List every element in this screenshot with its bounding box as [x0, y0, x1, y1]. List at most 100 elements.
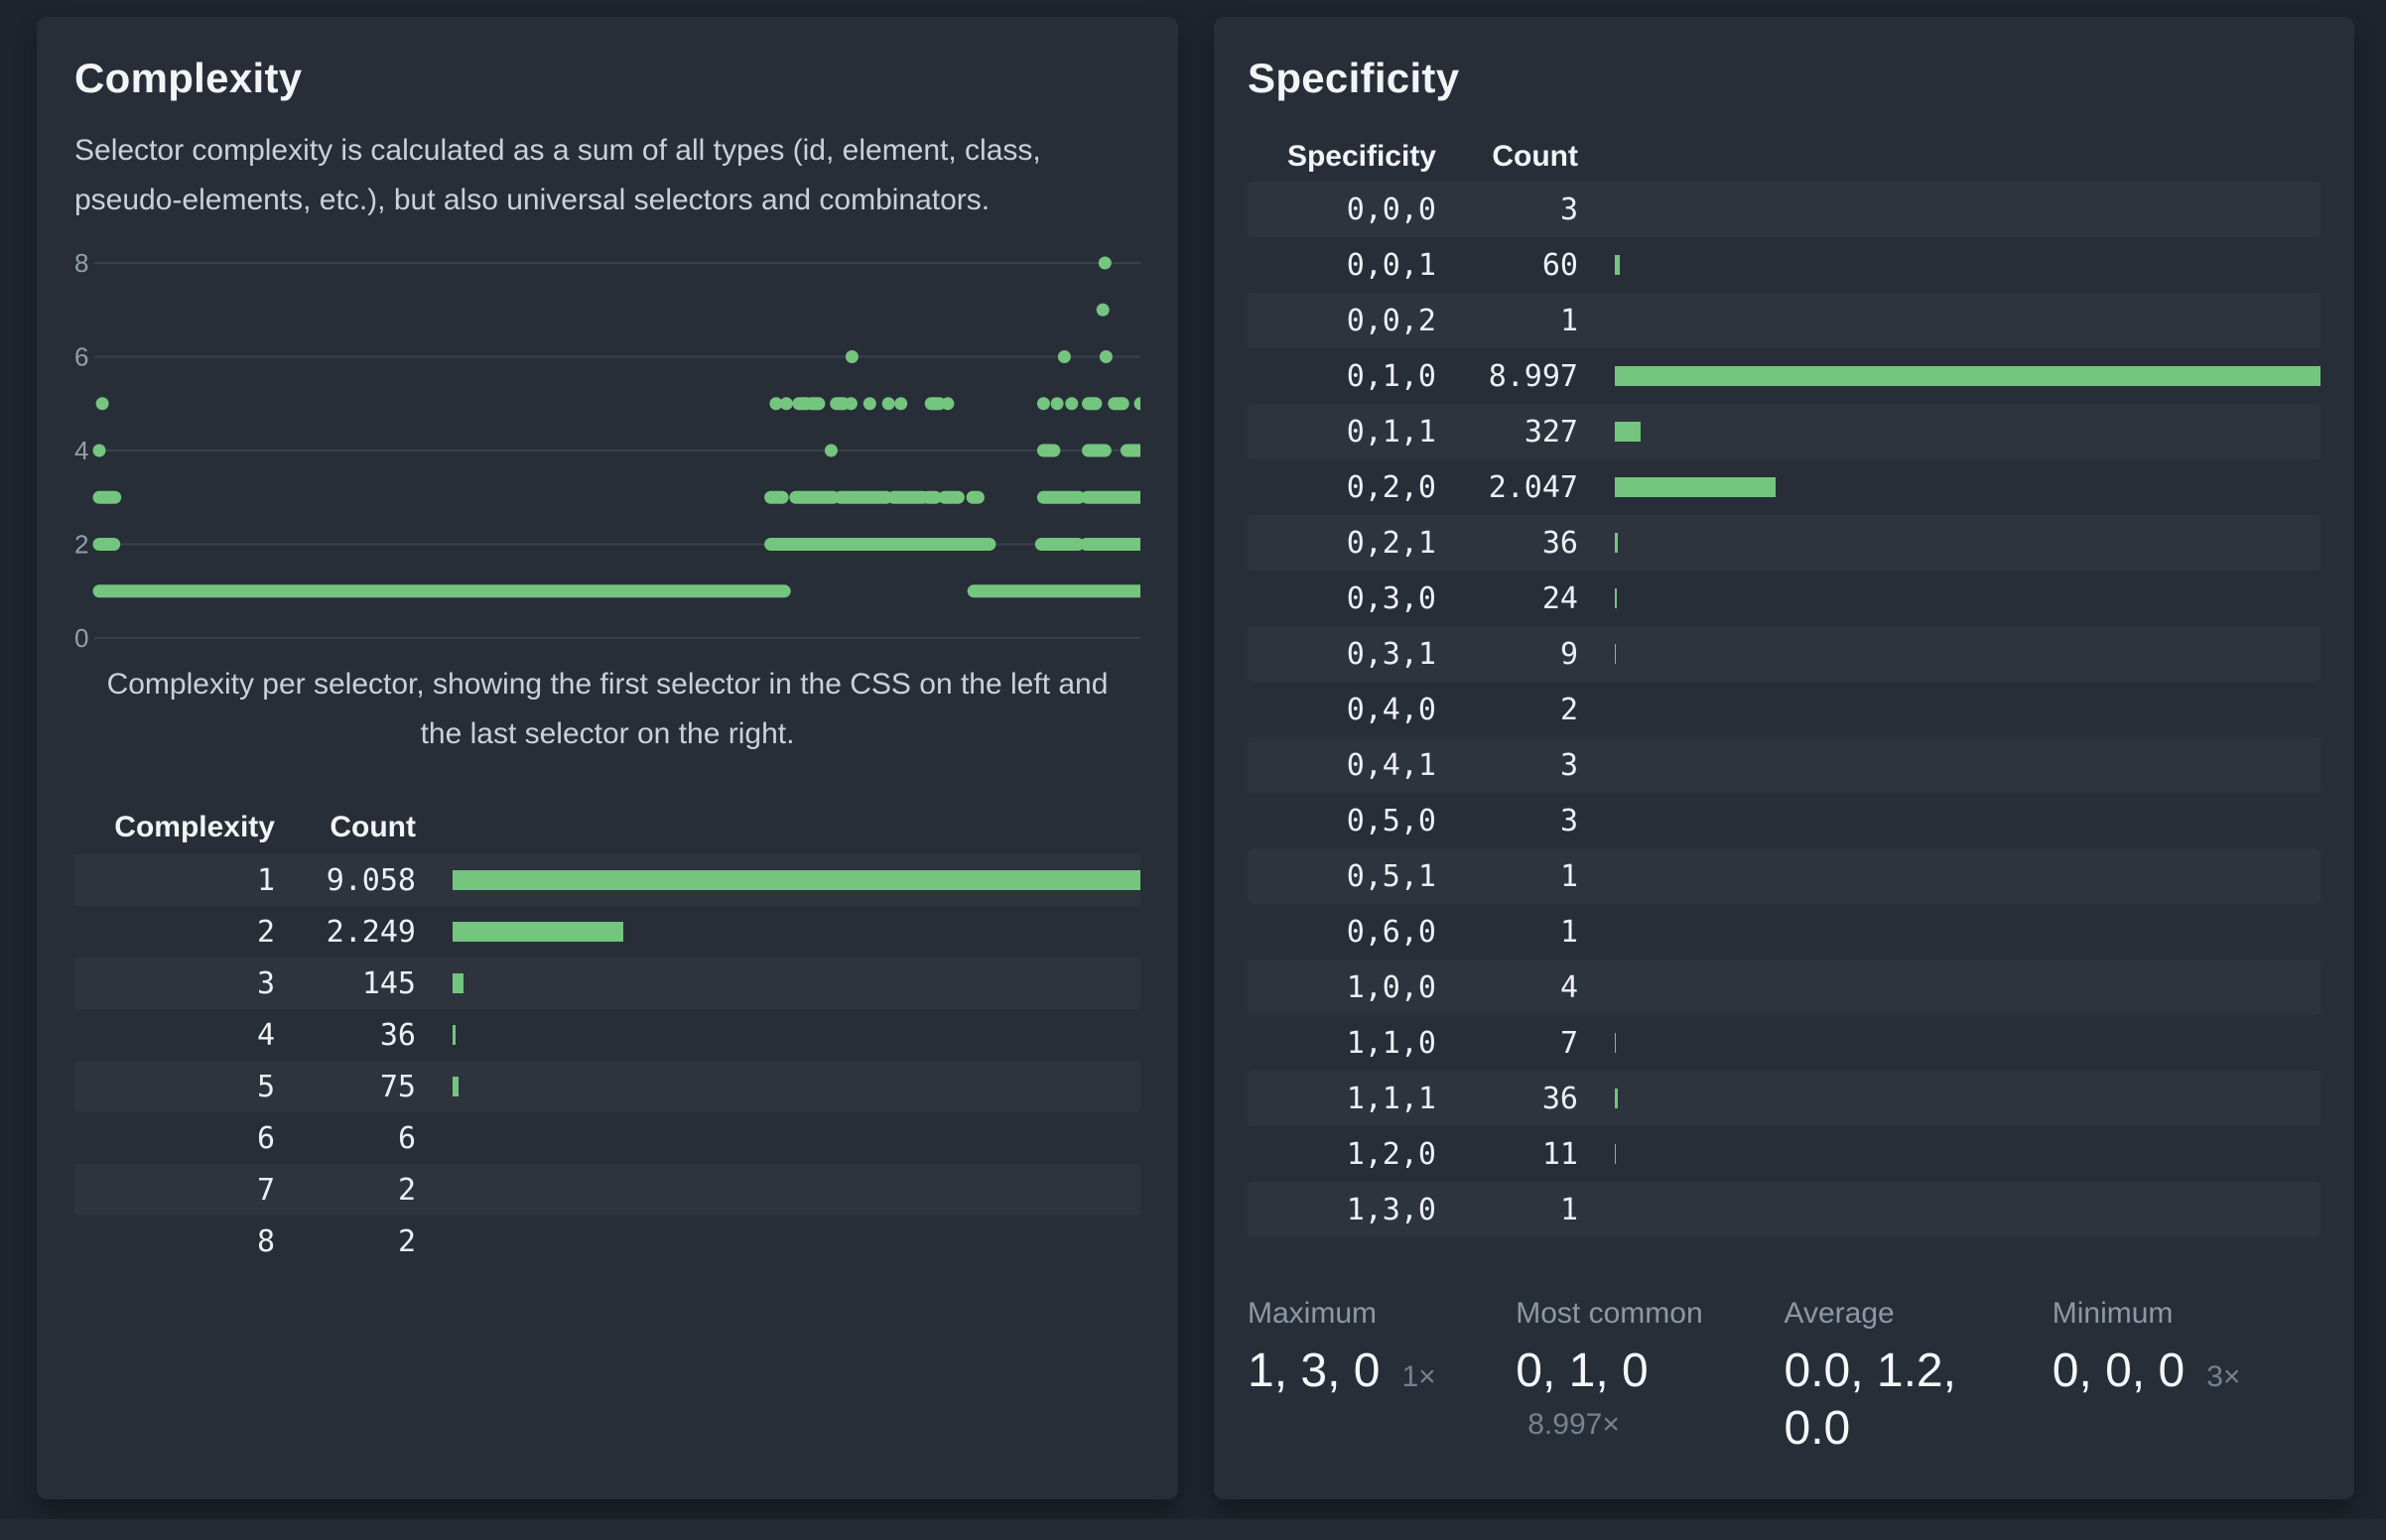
stat-value-row: 0, 1, 0 — [1516, 1343, 1784, 1400]
count-bar — [1615, 477, 1776, 497]
row-category: 1,1,1 — [1346, 1081, 1436, 1116]
stat-value-row: 1, 3, 0 1× — [1248, 1343, 1516, 1400]
specificity-stats: Maximum 1, 3, 0 1× Most common 0, 1, 0 8.997×… — [1248, 1297, 2320, 1458]
row-count: 3 — [1559, 192, 1578, 227]
row-bar-cell — [416, 870, 1140, 890]
dashboard-page: Complexity Selector complexity is calcul… — [37, 17, 2354, 1499]
row-category: 1,2,0 — [1346, 1136, 1436, 1172]
row-category: 1,1,0 — [1346, 1025, 1436, 1061]
specificity-table-header-row: Specificity Count — [1248, 132, 2320, 182]
complexity-scatter-chart: 8 6 4 2 0 — [74, 251, 1140, 650]
row-count: 1 — [1559, 1192, 1578, 1227]
specificity-table-row: 0,1,0 8.997 — [1248, 348, 2320, 404]
row-category: 5 — [256, 1069, 275, 1104]
row-bar-cell — [1578, 1089, 2320, 1108]
specificity-table-row: 1,3,0 1 — [1248, 1182, 2320, 1237]
row-count: 7 — [1559, 1025, 1578, 1061]
row-count: 8.997 — [1488, 358, 1578, 394]
complexity-table-row: 3 145 — [74, 958, 1140, 1009]
count-bar — [1615, 533, 1618, 553]
row-category: 0,2,0 — [1346, 469, 1436, 505]
row-count: 75 — [379, 1069, 416, 1104]
stat-multiplier: 3× — [2206, 1360, 2241, 1393]
specificity-table-row: 0,0,0 3 — [1248, 182, 2320, 237]
row-bar-cell — [1578, 644, 2320, 664]
row-count: 36 — [1541, 525, 1578, 561]
column-header-count: Count — [330, 811, 416, 843]
specificity-table-row: 1,1,0 7 — [1248, 1015, 2320, 1071]
row-count: 1 — [1559, 914, 1578, 950]
row-count: 2.047 — [1488, 469, 1578, 505]
scatter-plot: 8 6 4 2 0 — [74, 251, 1140, 650]
stat-value: 0, 0, 0 — [2052, 1345, 2186, 1397]
specificity-table-row: 0,1,1 327 — [1248, 404, 2320, 459]
row-category: 6 — [256, 1120, 275, 1156]
row-category: 0,1,1 — [1346, 414, 1436, 449]
row-count: 2 — [1559, 692, 1578, 727]
row-count: 1 — [1559, 858, 1578, 894]
specificity-table-rows: 0,0,0 3 0,0,1 60 0,0,2 1 0,1,0 8.997 0,1,1 327 0,2… — [1248, 182, 2320, 1237]
row-count: 36 — [1541, 1081, 1578, 1116]
row-count: 9 — [1559, 636, 1578, 672]
row-bar-cell — [1578, 255, 2320, 275]
row-bar-cell — [1578, 366, 2320, 386]
row-category: 0,1,0 — [1346, 358, 1436, 394]
specificity-table-row: 0,5,0 3 — [1248, 793, 2320, 848]
row-bar-cell — [1578, 588, 2320, 608]
row-category: 0,3,0 — [1346, 580, 1436, 616]
row-count: 6 — [397, 1120, 416, 1156]
row-bar-cell — [416, 1025, 1140, 1045]
specificity-table-row: 0,3,0 24 — [1248, 571, 2320, 626]
stat-label: Average — [1784, 1297, 1895, 1330]
stat-average: Average 0.0, 1.2, 0.0 — [1785, 1297, 2053, 1458]
specificity-table-row: 0,0,2 1 — [1248, 293, 2320, 348]
specificity-table-row: 1,2,0 11 — [1248, 1126, 2320, 1182]
specificity-title: Specificity — [1248, 55, 1460, 101]
specificity-table-row: 0,4,1 3 — [1248, 737, 2320, 793]
y-axis-tick-label: 8 — [74, 251, 88, 278]
stat-label: Maximum — [1248, 1297, 1378, 1330]
stat-value: 0, 1, 0 — [1516, 1345, 1649, 1397]
row-bar-cell — [1578, 422, 2320, 442]
count-bar — [1615, 588, 1617, 608]
count-bar — [1615, 1089, 1618, 1108]
row-category: 1 — [256, 862, 275, 898]
row-bar-cell — [1578, 533, 2320, 553]
row-count: 145 — [361, 965, 416, 1001]
y-axis-tick-label: 6 — [74, 342, 88, 372]
stat-value-row: 0.0, 1.2, 0.0 — [1785, 1343, 2053, 1458]
stat-value: 1, 3, 0 — [1248, 1345, 1381, 1397]
row-count: 1 — [1559, 303, 1578, 338]
row-category: 0,0,0 — [1346, 192, 1436, 227]
row-count: 2 — [397, 1172, 416, 1208]
row-category: 7 — [256, 1172, 275, 1208]
row-count: 36 — [379, 1017, 416, 1053]
count-bar — [1615, 255, 1620, 275]
row-category: 0,4,1 — [1346, 747, 1436, 783]
row-category: 0,6,0 — [1346, 914, 1436, 950]
y-axis-tick-label: 0 — [74, 623, 88, 650]
row-count: 60 — [1541, 247, 1578, 283]
specificity-table-row: 0,6,0 1 — [1248, 904, 2320, 960]
count-bar — [453, 1025, 456, 1045]
count-bar — [453, 870, 1140, 890]
complexity-table-row: 5 75 — [74, 1061, 1140, 1112]
row-category: 0,3,1 — [1346, 636, 1436, 672]
stat-multiplier: 8.997× — [1527, 1408, 1620, 1441]
count-bar — [453, 922, 624, 942]
scatter-caption: Complexity per selector, showing the fir… — [106, 668, 1109, 750]
y-axis-tick-label: 2 — [74, 530, 88, 560]
row-category: 1,0,0 — [1346, 969, 1436, 1005]
row-bar-cell — [416, 1077, 1140, 1096]
stat-value: 0.0, 1.2, 0.0 — [1784, 1345, 1956, 1455]
specificity-table-row: 0,2,1 36 — [1248, 515, 2320, 571]
specificity-panel: Specificity Specificity Count 0,0,0 3 0,0,… — [1214, 17, 2354, 1499]
specificity-table-row: 0,3,1 9 — [1248, 626, 2320, 682]
stat-maximum: Maximum 1, 3, 0 1× — [1248, 1297, 1516, 1458]
row-bar-cell — [1578, 1033, 2320, 1053]
stat-label: Minimum — [2052, 1297, 2174, 1330]
count-bar — [1615, 1033, 1616, 1053]
stat-label: Most common — [1516, 1297, 1703, 1330]
complexity-table-row: 4 36 — [74, 1009, 1140, 1061]
